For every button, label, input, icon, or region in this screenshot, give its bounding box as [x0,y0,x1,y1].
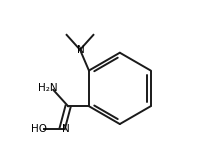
Text: HO: HO [31,123,46,134]
Text: H₂N: H₂N [38,83,58,93]
Text: N: N [77,45,85,55]
Text: N: N [61,123,69,134]
